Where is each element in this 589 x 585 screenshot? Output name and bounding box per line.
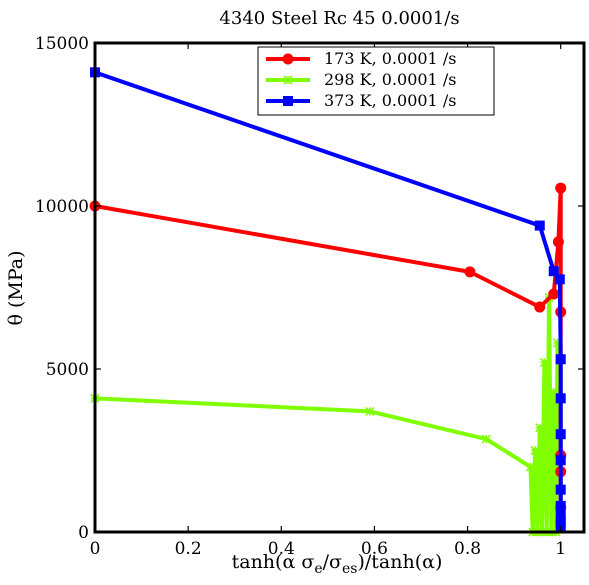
x-tick-label: 0.6 bbox=[361, 539, 388, 559]
data-point bbox=[283, 96, 293, 106]
x-tick-label: 0.4 bbox=[268, 539, 295, 559]
axes-layer: 0 0.2 0.4 0.6 0.8 1 0 5000 10000 15000 bbox=[35, 34, 584, 559]
data-point bbox=[555, 520, 566, 531]
data-point bbox=[555, 500, 566, 511]
y-tick-label: 5000 bbox=[46, 360, 89, 380]
y-tick-label: 15000 bbox=[35, 34, 89, 54]
legend-entry-label: 373 K, 0.0001 /s bbox=[324, 91, 456, 110]
data-point bbox=[548, 288, 560, 300]
x-axis-label: tanh(α σe/σes)/tanh(α) bbox=[232, 551, 443, 577]
data-point-stroke bbox=[525, 462, 536, 472]
legend-entry-label: 173 K, 0.0001 /s bbox=[324, 49, 456, 68]
x-axis-label-part1: tanh(α σ bbox=[232, 551, 315, 573]
data-point-stroke bbox=[539, 357, 549, 368]
data-point bbox=[535, 423, 545, 433]
x-axis-label-sub2: es bbox=[342, 561, 357, 577]
plot-layer bbox=[89, 67, 567, 537]
data-point bbox=[554, 274, 565, 285]
data-point-stroke bbox=[481, 434, 491, 444]
data-point bbox=[548, 266, 559, 277]
legend: 173 K, 0.0001 /s 298 K, 0.0001 /s 373 K, 0… bbox=[257, 46, 495, 116]
data-point bbox=[525, 462, 536, 472]
data-point bbox=[283, 75, 293, 85]
x-axis-label-sub1: e bbox=[314, 561, 322, 577]
data-point bbox=[481, 434, 491, 444]
x-tick-label: 1 bbox=[555, 539, 566, 559]
data-point bbox=[555, 484, 566, 495]
data-point bbox=[555, 354, 566, 365]
data-point-stroke bbox=[549, 387, 559, 397]
x-axis-label-part3: )/tanh(α) bbox=[357, 551, 442, 573]
data-point bbox=[555, 182, 567, 194]
y-tick-label: 0 bbox=[78, 523, 89, 543]
data-point bbox=[464, 266, 476, 278]
data-point bbox=[534, 220, 545, 231]
data-point-stroke bbox=[283, 75, 293, 85]
series-line bbox=[94, 295, 560, 534]
x-tick-label: 0.2 bbox=[175, 539, 202, 559]
data-point bbox=[555, 393, 566, 404]
legend-entry-label: 298 K, 0.0001 /s bbox=[324, 70, 456, 89]
data-point-stroke bbox=[535, 423, 545, 433]
y-tick-label: 10000 bbox=[35, 197, 89, 217]
data-point bbox=[534, 301, 546, 313]
y-axis-label: θ (MPa) bbox=[5, 250, 27, 325]
data-point bbox=[539, 357, 549, 368]
chart-title: 4340 Steel Rc 45 0.0001/s bbox=[219, 8, 459, 29]
x-axis-label-part2: /σ bbox=[323, 551, 342, 573]
data-point bbox=[365, 406, 375, 416]
x-tick-label: 0 bbox=[90, 539, 101, 559]
data-point bbox=[530, 445, 540, 456]
data-point-stroke bbox=[365, 406, 375, 416]
data-point bbox=[282, 53, 294, 65]
plot-frame bbox=[93, 41, 586, 534]
data-point bbox=[552, 236, 564, 248]
x-tick-label: 0.8 bbox=[454, 539, 481, 559]
data-point bbox=[555, 510, 566, 521]
data-point bbox=[555, 455, 566, 466]
data-point bbox=[555, 429, 566, 440]
data-point-stroke bbox=[530, 445, 540, 456]
